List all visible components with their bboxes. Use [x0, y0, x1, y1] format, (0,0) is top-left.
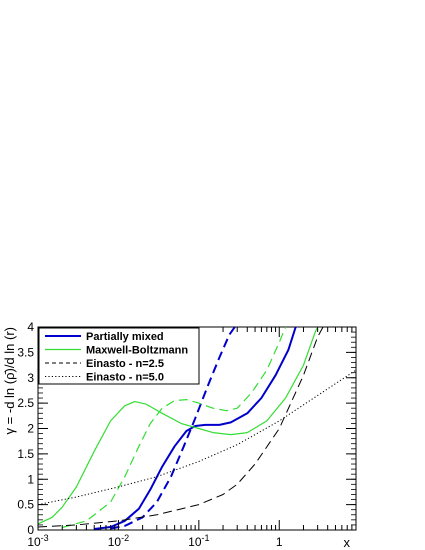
series-line-2 — [110, 327, 236, 530]
x-tick-label: 10-2 — [108, 533, 129, 549]
legend-label: Einasto - n=5.0 — [86, 372, 164, 384]
x-tick-label: 10-1 — [188, 533, 209, 549]
x-tick-exponent: -3 — [41, 533, 49, 543]
series-line-3 — [38, 327, 319, 525]
y-axis-label: γ = -d ln (ρ̄)/d ln (r) — [2, 327, 17, 434]
y-tick-label: 1 — [27, 472, 34, 486]
x-tick-exponent: -1 — [202, 533, 210, 543]
y-tick-label: 3.5 — [17, 345, 34, 359]
legend-label: Partially mixed — [86, 331, 164, 343]
series-group — [38, 327, 356, 530]
series-line-6 — [38, 369, 356, 506]
y-tick-label: 4 — [27, 320, 34, 334]
x-tick-base: 10 — [188, 535, 202, 549]
legend: Partially mixedMaxwell-BoltzmannEinasto … — [38, 327, 200, 385]
x-tick-base: 10 — [27, 535, 41, 549]
y-tick-label: 1.5 — [17, 447, 34, 461]
y-tick-label: 0.5 — [17, 498, 34, 512]
x-axis-label: x — [344, 535, 351, 550]
x-tick-exponent: -2 — [121, 533, 129, 543]
plot-area — [37, 326, 357, 531]
legend-label: Einasto - n=2.5 — [86, 358, 164, 370]
series-line-5 — [38, 327, 324, 528]
series-line-1 — [94, 327, 297, 530]
series-line-4 — [62, 327, 287, 529]
x-tick-base: 1 — [276, 535, 283, 549]
legend-label: Maxwell-Boltzmann — [86, 345, 188, 357]
y-tick-label: 2 — [27, 422, 34, 436]
y-tick-label: 0 — [27, 523, 34, 537]
x-tick-label: 10-3 — [27, 533, 48, 549]
x-tick-label: 1 — [276, 535, 283, 549]
y-tick-label: 3 — [27, 371, 34, 385]
y-tick-label: 2.5 — [17, 396, 34, 410]
x-tick-base: 10 — [108, 535, 122, 549]
legend-box — [38, 327, 200, 385]
x-axis: 10-3 10-2 10-1 1 — [27, 327, 357, 549]
